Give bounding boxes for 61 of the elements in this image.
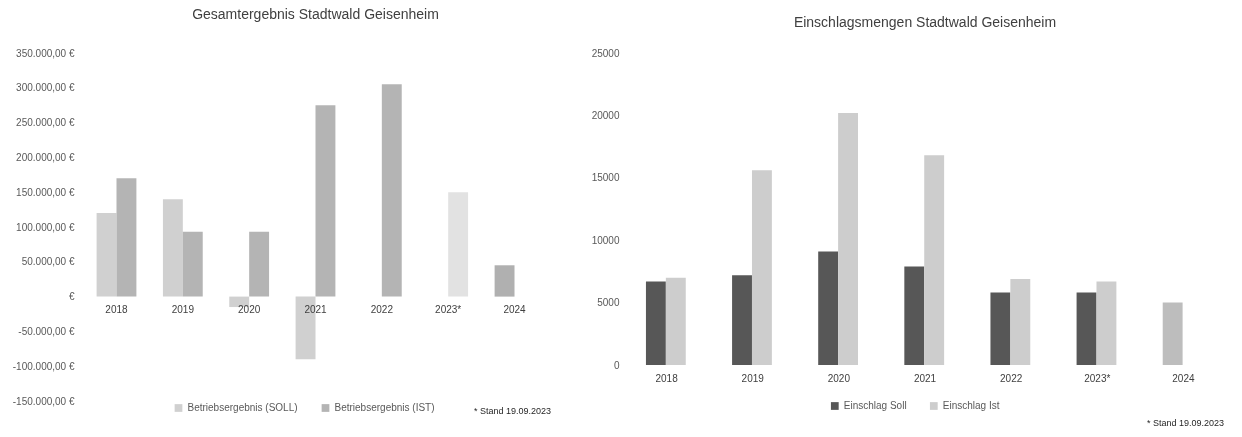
- y-tick-label: 150.000,00 €: [16, 186, 75, 198]
- x-tick-label: 2021: [913, 372, 937, 384]
- x-tick-label: 2022: [1000, 372, 1023, 384]
- text: * Stand 19.09.2023: [1146, 418, 1224, 428]
- y-tick-label: -50.000,00 €: [18, 325, 75, 337]
- bar: [116, 178, 137, 297]
- x-tick-label: 2018: [105, 304, 129, 316]
- chart-title: Einschlagsmengen Stadtwald Geisenheim: [793, 14, 1057, 30]
- bar: [751, 170, 772, 365]
- legend-label: Einschlag Soll: [843, 400, 907, 411]
- bar: [381, 84, 402, 297]
- bar: [665, 277, 686, 365]
- y-tick-label: 200.000,00 €: [16, 151, 75, 163]
- bar: [645, 281, 666, 365]
- bar: [1010, 278, 1031, 365]
- y-tick-label: 300.000,00 €: [16, 82, 75, 94]
- y-tick-label: 10000: [591, 234, 620, 246]
- bar: [315, 105, 336, 297]
- x-tick-label: 2018: [655, 372, 679, 384]
- x-tick-label: 2023*: [1084, 372, 1111, 384]
- y-tick-label: -100.000,00 €: [12, 360, 75, 372]
- y-tick-label: 0: [613, 359, 620, 371]
- bar: [162, 199, 183, 297]
- bar: [1076, 292, 1097, 365]
- x-tick-label: 2019: [171, 304, 195, 316]
- chart-title: Gesamtergebnis Stadtwald Geisenheim: [192, 6, 439, 22]
- x-tick-label: 2023*: [435, 304, 462, 316]
- bar: [182, 231, 203, 297]
- y-tick-label: 5000: [597, 297, 620, 309]
- x-tick-label: 2020: [827, 372, 851, 384]
- bar: [990, 292, 1011, 365]
- y-tick-label: 20000: [591, 109, 620, 121]
- x-tick-label: 2021: [304, 304, 328, 316]
- x-tick-label: 2020: [238, 304, 261, 316]
- y-tick-label: 250.000,00 €: [16, 117, 75, 129]
- y-tick-label: 25000: [591, 47, 620, 59]
- bar: [732, 275, 752, 365]
- text: * Stand 19.09.2023: [473, 406, 551, 416]
- bar: [1096, 281, 1117, 365]
- legend-label: Einschlag Ist: [942, 400, 1000, 411]
- bar: [924, 155, 945, 365]
- bar: [818, 251, 839, 365]
- bar: [448, 192, 469, 297]
- bar: [249, 231, 270, 297]
- x-tick-label: 2024: [503, 304, 527, 316]
- x-tick-label: 2022: [370, 304, 394, 316]
- x-tick-label: 2024: [1172, 372, 1195, 384]
- legend-label: Betriebsergebnis (IST): [334, 402, 435, 413]
- bar: [838, 112, 858, 365]
- bar: [1162, 302, 1183, 365]
- y-tick-label: -150.000,00 €: [12, 395, 75, 407]
- bar: [494, 265, 515, 297]
- y-tick-label: €: [68, 291, 75, 303]
- y-tick-label: 350.000,00 €: [16, 47, 75, 59]
- y-tick-label: 50.000,00 €: [21, 256, 75, 268]
- legend-label: Betriebsergebnis (SOLL): [187, 402, 298, 413]
- bar: [904, 266, 925, 365]
- y-tick-label: 15000: [591, 172, 620, 184]
- y-tick-label: 100.000,00 €: [16, 221, 75, 233]
- bar: [96, 213, 117, 297]
- x-tick-label: 2019: [741, 372, 765, 384]
